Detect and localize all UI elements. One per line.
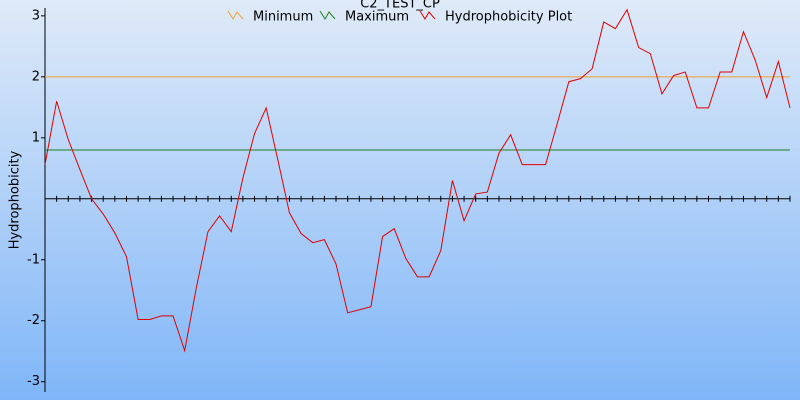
legend-label: Maximum (345, 10, 409, 25)
y-tick-label: 1 (32, 130, 40, 145)
legend-label: Minimum (253, 10, 313, 25)
legend-icon (419, 10, 436, 20)
legend-label: Hydrophobicity Plot (445, 10, 572, 25)
data-line (44, 8, 791, 353)
y-tick-label: -2 (27, 313, 40, 328)
y-tick-label: 2 (32, 69, 40, 84)
y-tick-label: -1 (27, 252, 40, 267)
y-axis-label: Hydrophobicity (8, 150, 23, 249)
chart-title: C2_TEST_CP (360, 0, 440, 12)
y-tick-label: 3 (32, 8, 40, 23)
legend-icon (319, 10, 336, 20)
y-tick-label: -3 (27, 374, 40, 389)
legend-icon (227, 10, 244, 20)
